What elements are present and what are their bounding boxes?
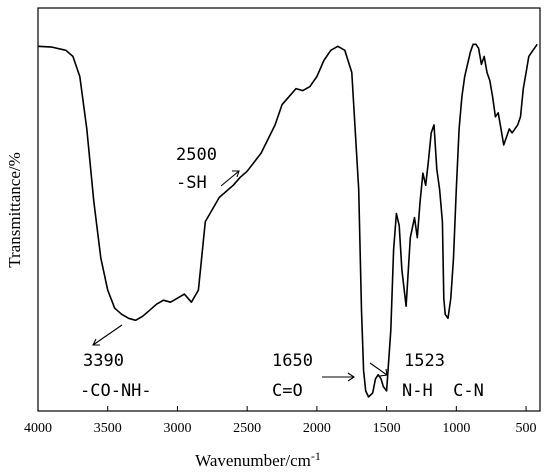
x-tick-label-1500: 1500 <box>373 421 401 436</box>
series-layer <box>37 43 538 398</box>
annotation-3390-wavenumber: 3390 <box>83 351 124 371</box>
x-axis-ticks: 4000 3500 3000 2500 2000 1500 1000 500 <box>24 406 537 436</box>
annotation-2500-group: -SH <box>176 173 207 193</box>
x-tick-label-1000: 1000 <box>442 421 470 436</box>
annotation-2500-wavenumber: 2500 <box>176 145 217 165</box>
annotation-1650-group: C=O <box>272 381 303 401</box>
x-axis-title-text: Wavenumber/cm <box>195 451 311 470</box>
annotation-1523-arrow <box>369 362 388 377</box>
x-axis-title-superscript: -1 <box>311 449 321 463</box>
annotation-1523-wavenumber: 1523 <box>404 351 445 371</box>
x-tick-label-3500: 3500 <box>94 421 122 436</box>
annotation-3390-group: -CO-NH- <box>80 381 152 401</box>
annotation-2500-arrow <box>220 170 240 187</box>
annotation-1650-arrow <box>322 372 355 382</box>
x-tick-label-4000: 4000 <box>24 421 52 436</box>
x-axis-title: Wavenumber/cm-1 <box>195 449 321 470</box>
x-tick-label-500: 500 <box>516 421 537 436</box>
ftir-spectrum-line-0 <box>37 43 538 398</box>
annotation-1523-group: N-H C-N <box>402 381 484 401</box>
annotation-3390-arrow <box>92 324 123 346</box>
x-tick-label-3000: 3000 <box>163 421 191 436</box>
plot-frame <box>37 7 541 412</box>
y-axis-title: Transmittance/% <box>5 152 24 268</box>
annotation-1650-wavenumber: 1650 <box>272 351 313 371</box>
x-tick-label-2500: 2500 <box>233 421 261 436</box>
x-tick-label-2000: 2000 <box>303 421 331 436</box>
